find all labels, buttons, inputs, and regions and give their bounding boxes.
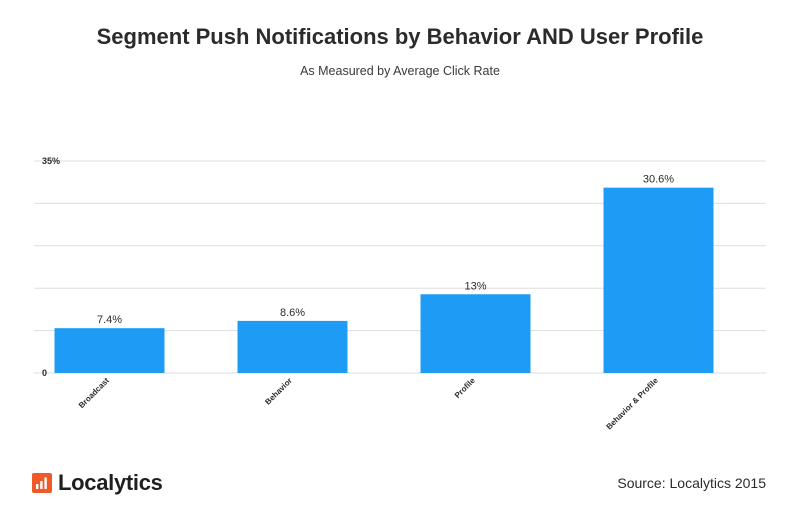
brand-name: Localytics [58,470,163,495]
chart-subtitle: As Measured by Average Click Rate [300,64,500,78]
y-tick-label: 0 [42,368,47,378]
x-tick-label: Broadcast [77,376,111,410]
bar [603,187,714,373]
x-tick-label: Behavior & Profile [605,376,661,432]
value-label: 13% [464,280,486,292]
y-tick-label: 35% [42,156,60,166]
localytics-logo-icon [32,473,52,493]
bar [54,328,165,373]
bars [54,187,714,373]
bar [420,294,531,373]
x-tick-label: Profile [453,376,477,400]
source-note: Source: Localytics 2015 [617,475,766,491]
value-label: 8.6% [280,307,305,319]
value-labels: 7.4% 8.6% 13% 30.6% [97,174,674,327]
bar [237,320,348,373]
bar-chart: 0 35% 7.4% 8.6% 13% 30.6% Broadcast Behavior P… [34,156,766,432]
y-axis-ticks: 0 35% [42,156,60,378]
chart-title: Segment Push Notifications by Behavior A… [96,24,704,49]
x-tick-label: Behavior [263,376,294,407]
localytics-logo: Localytics [32,470,163,496]
x-axis-labels: Broadcast Behavior Profile Behavior & Profi… [77,376,660,432]
value-label: 7.4% [97,314,122,326]
value-label: 30.6% [643,174,674,186]
